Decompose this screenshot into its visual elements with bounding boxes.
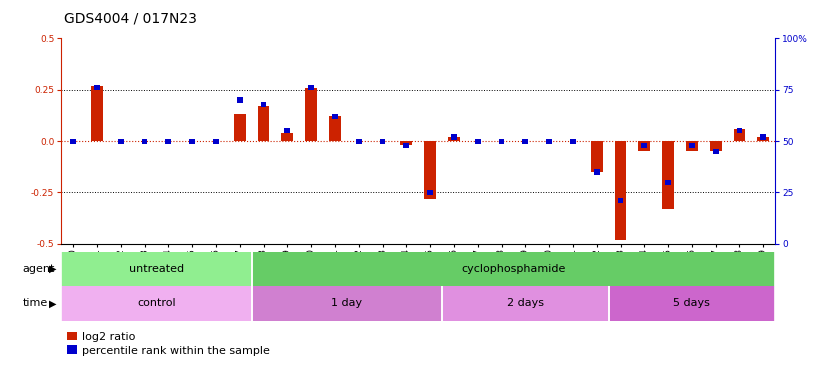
- Bar: [237, 98, 242, 103]
- Bar: [282, 133, 293, 141]
- Bar: [251, 286, 442, 321]
- Bar: [737, 128, 743, 133]
- Bar: [284, 128, 290, 133]
- Text: time: time: [23, 298, 48, 308]
- Bar: [442, 286, 609, 321]
- Bar: [379, 139, 385, 144]
- Bar: [213, 139, 219, 144]
- Text: ▶: ▶: [49, 298, 56, 308]
- Bar: [189, 139, 195, 144]
- Bar: [686, 141, 698, 151]
- Text: cyclophosphamide: cyclophosphamide: [461, 264, 565, 274]
- Bar: [641, 143, 647, 148]
- Bar: [451, 134, 457, 139]
- Bar: [757, 137, 769, 141]
- Bar: [332, 114, 338, 119]
- Bar: [329, 116, 341, 141]
- Bar: [665, 180, 671, 185]
- Bar: [618, 198, 623, 203]
- Bar: [403, 143, 410, 148]
- Bar: [734, 129, 746, 141]
- Bar: [118, 139, 124, 144]
- Bar: [91, 86, 103, 141]
- Text: 2 days: 2 days: [507, 298, 543, 308]
- Bar: [594, 169, 600, 174]
- Bar: [761, 134, 766, 139]
- Bar: [638, 141, 650, 151]
- Text: control: control: [137, 298, 175, 308]
- Bar: [475, 139, 481, 144]
- Bar: [710, 141, 721, 151]
- Bar: [305, 88, 317, 141]
- Text: untreated: untreated: [129, 264, 184, 274]
- Bar: [94, 85, 100, 90]
- Bar: [70, 139, 76, 144]
- Bar: [427, 190, 433, 195]
- Bar: [712, 149, 719, 154]
- Bar: [260, 102, 267, 107]
- Bar: [424, 141, 436, 199]
- Bar: [233, 114, 246, 141]
- Bar: [166, 139, 171, 144]
- Bar: [546, 139, 552, 144]
- Bar: [662, 141, 674, 209]
- Text: 5 days: 5 days: [673, 298, 711, 308]
- Bar: [448, 137, 460, 141]
- Text: ▶: ▶: [49, 264, 56, 274]
- Bar: [614, 141, 627, 240]
- Bar: [570, 139, 576, 144]
- Legend: log2 ratio, percentile rank within the sample: log2 ratio, percentile rank within the s…: [67, 332, 270, 356]
- Bar: [356, 139, 361, 144]
- Bar: [499, 139, 504, 144]
- Bar: [609, 286, 775, 321]
- Text: agent: agent: [23, 264, 55, 274]
- Bar: [61, 252, 251, 286]
- Bar: [251, 252, 775, 286]
- Bar: [401, 141, 412, 145]
- Bar: [308, 85, 314, 90]
- Bar: [591, 141, 603, 172]
- Bar: [258, 106, 269, 141]
- Text: GDS4004 / 017N23: GDS4004 / 017N23: [64, 12, 197, 25]
- Bar: [61, 286, 251, 321]
- Bar: [141, 139, 148, 144]
- Bar: [689, 143, 695, 148]
- Text: 1 day: 1 day: [331, 298, 362, 308]
- Bar: [522, 139, 528, 144]
